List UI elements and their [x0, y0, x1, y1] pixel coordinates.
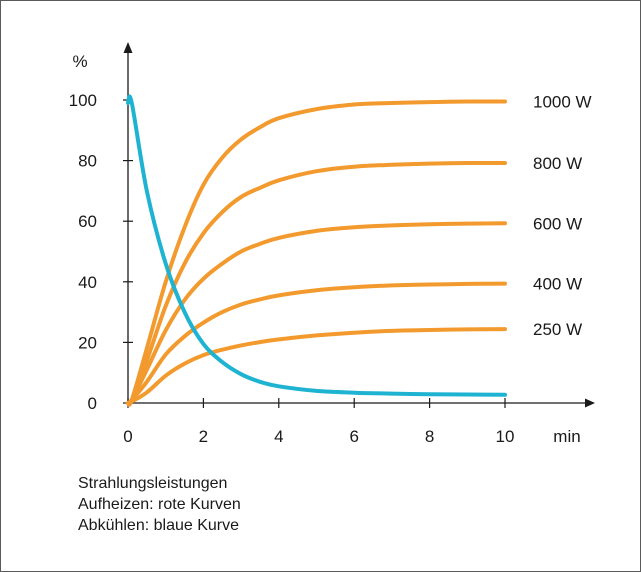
series-lines: 1000 W 800 W 600 W 400 W 250 W [126, 93, 592, 407]
y-tick-label: 40 [78, 273, 97, 292]
series-label-1000-w: 1000 W [533, 93, 592, 112]
x-tick-label: 8 [425, 427, 434, 446]
x-tick-label: 6 [349, 427, 358, 446]
y-axis-label: % [72, 52, 87, 71]
series-line-600-w [126, 221, 507, 406]
caption: Strahlungsleistungen Aufheizen: rote Kur… [78, 473, 241, 536]
series-label-400-w: 400 W [533, 275, 582, 294]
caption-line-3: Abkühlen: blaue Kurve [78, 517, 239, 534]
series-line-250-w [126, 327, 507, 405]
tick-labels: 0 20 40 60 80 100 0 2 4 6 8 10 [69, 91, 515, 446]
x-tick-label: 2 [199, 427, 208, 446]
series-line-cooling [126, 94, 507, 397]
y-tick-label: 20 [78, 333, 97, 352]
y-tick-label: 0 [88, 394, 97, 413]
y-tick-label: 80 [78, 152, 97, 171]
y-axis-arrow [123, 42, 133, 53]
x-axis-arrow [585, 398, 595, 408]
series-label-250-w: 250 W [533, 320, 582, 339]
series-line-400-w [126, 281, 507, 405]
y-tick-label: 60 [78, 212, 97, 231]
caption-line-2: Aufheizen: rote Kurven [78, 496, 241, 513]
series-line-1000-w [126, 99, 507, 407]
series-line-800-w [126, 160, 507, 406]
y-tick-label: 100 [69, 91, 97, 110]
series-label-800-w: 800 W [533, 154, 582, 173]
x-axis-label: min [553, 427, 580, 446]
x-tick-label: 10 [496, 427, 515, 446]
x-tick-label: 0 [123, 427, 132, 446]
x-tick-label: 4 [274, 427, 283, 446]
caption-line-1: Strahlungsleistungen [78, 475, 228, 492]
series-label-600-w: 600 W [533, 214, 582, 233]
